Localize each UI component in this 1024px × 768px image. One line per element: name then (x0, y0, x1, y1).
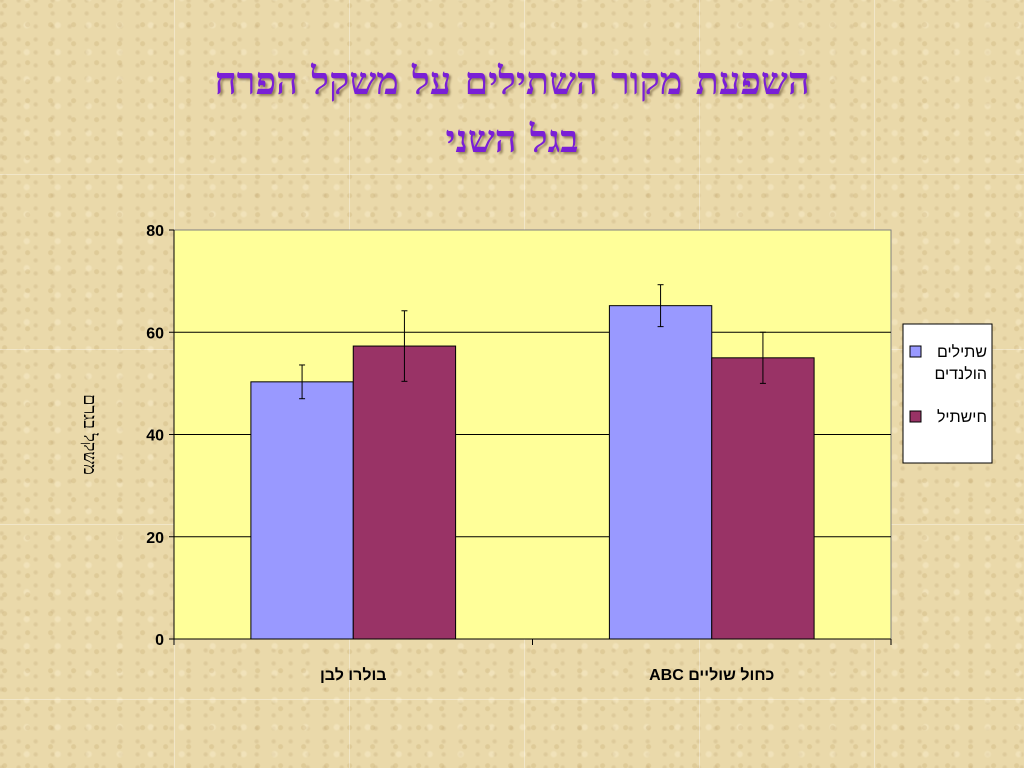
x-category-label: כחול שוליים ABC (649, 666, 774, 684)
y-tick-label: 20 (146, 530, 164, 547)
y-tick-label: 0 (155, 632, 164, 649)
legend-swatch (909, 410, 922, 423)
y-tick-label: 40 (146, 428, 164, 445)
y-tick-label: 60 (146, 325, 164, 342)
y-axis-label: משקל בגרם (80, 394, 100, 475)
legend-swatch (909, 345, 922, 358)
y-tick-label: 80 (146, 223, 164, 240)
x-category-label: בולרו לבן (320, 666, 387, 684)
bar (352, 345, 457, 640)
legend-label: שתילים הולנדים (934, 343, 987, 383)
bar (711, 357, 815, 640)
slide-title-line-2: בגל השני (445, 116, 579, 161)
legend-label: חישתיל (937, 408, 987, 426)
bar (250, 381, 354, 640)
slide-title-line-1: השפעת מקור השתילים על משקל הפרח (214, 58, 810, 103)
bar (608, 305, 713, 640)
slide-title: השפעת מקור השתילים על משקל הפרח בגל השני (80, 52, 944, 168)
